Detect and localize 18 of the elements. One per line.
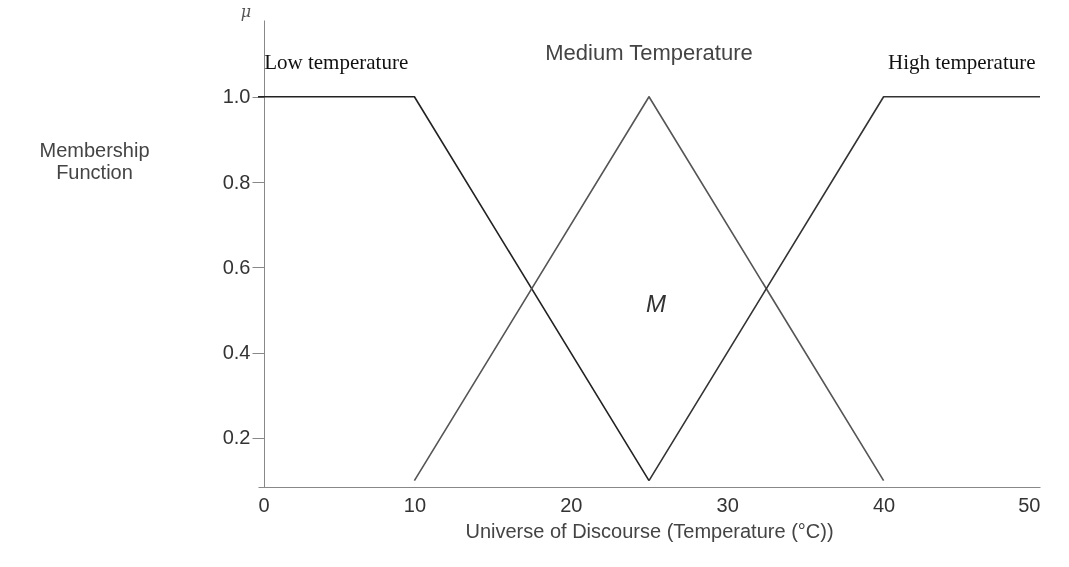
x-tick-label: 10 xyxy=(403,493,427,516)
x-tick-label: 50 xyxy=(1018,493,1041,516)
x-axis-title: Universe of Discourse (Temperature (°C)) xyxy=(465,519,834,542)
text: μ xyxy=(240,2,252,21)
x-tick-label: 20 xyxy=(560,493,583,516)
y-tick-label: 0.6 xyxy=(222,255,251,278)
y-tick-label: 1.0 xyxy=(222,85,251,108)
x-tick-label: 40 xyxy=(872,493,896,516)
y-tick-label: 0.4 xyxy=(222,341,251,364)
series-label: Low temperature xyxy=(264,49,409,74)
y-tick-label: 0.2 xyxy=(222,426,251,449)
y-tick-label: 0.8 xyxy=(222,170,251,193)
series-label: High temperature xyxy=(888,49,1036,74)
x-tick-label: 0 xyxy=(258,493,270,516)
annotation: M xyxy=(646,290,666,317)
x-tick-label: 30 xyxy=(716,493,739,516)
y-axis-title: Membership Function xyxy=(39,138,150,183)
text: Medium Temperature xyxy=(545,39,753,65)
